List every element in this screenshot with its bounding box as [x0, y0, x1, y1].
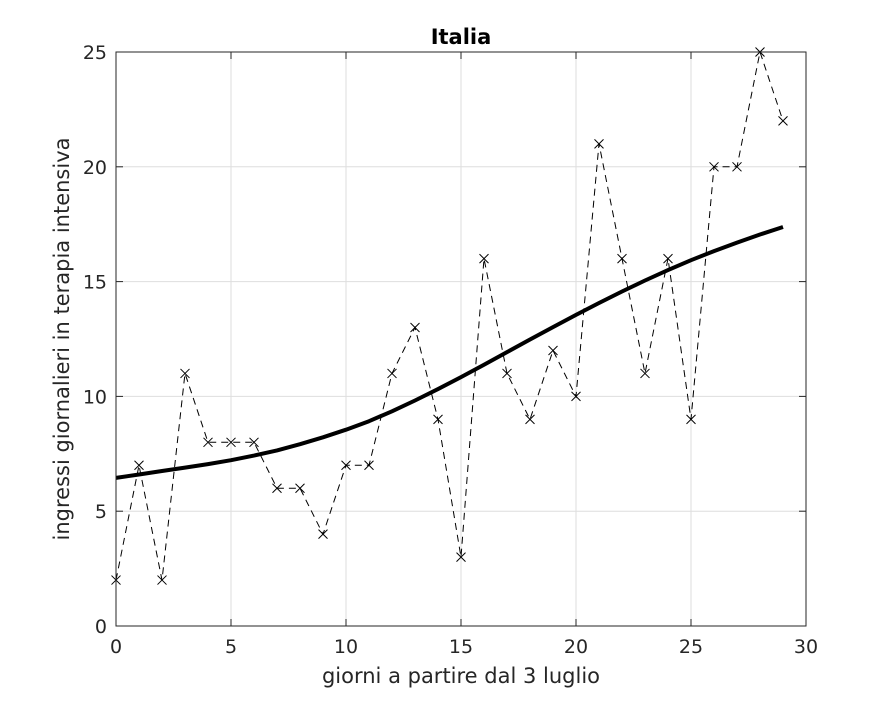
x-tick-label: 25 [679, 636, 703, 658]
x-tick-label: 30 [794, 636, 818, 658]
data-point-marker [341, 460, 351, 471]
marker-stroke [617, 253, 627, 264]
data-point-marker [410, 322, 420, 333]
x-tick-label: 0 [110, 636, 122, 658]
marker-stroke [272, 483, 282, 494]
data-point-marker [594, 138, 604, 149]
marker-stroke [663, 253, 673, 264]
data-point-marker [548, 345, 558, 356]
data-point-marker [456, 552, 466, 562]
x-tick-label: 15 [449, 636, 473, 658]
data-point-marker [663, 253, 673, 264]
data-point-marker [364, 460, 374, 471]
data-point-marker [525, 414, 535, 425]
data-point-marker [203, 437, 213, 448]
y-axis-label: ingressi giornalieri in terapia intensiv… [50, 137, 74, 540]
data-point-marker [502, 368, 512, 379]
data-point-marker [640, 368, 650, 379]
x-tick-label: 10 [334, 636, 358, 658]
marker-stroke [226, 437, 236, 448]
daily-admissions-line [115, 50, 784, 581]
data-point-marker [134, 460, 144, 471]
marker-stroke [433, 414, 443, 425]
marker-stroke [525, 414, 535, 425]
marker-stroke [249, 437, 259, 448]
data-point-marker [686, 414, 696, 425]
data-point-marker [226, 437, 236, 448]
data-point-marker [433, 414, 443, 425]
chart-title: Italia [431, 25, 492, 49]
marker-stroke [709, 161, 719, 172]
y-tick-label: 25 [83, 42, 107, 64]
data-point-marker [249, 437, 259, 448]
series-layer [111, 47, 788, 585]
marker-stroke [134, 460, 144, 471]
marker-stroke [594, 138, 604, 149]
x-tick-label: 20 [564, 636, 588, 658]
marker-stroke [548, 345, 558, 356]
data-point-marker [295, 483, 305, 494]
data-point-marker [157, 575, 167, 585]
marker-stroke [479, 253, 489, 264]
y-tick-label: 5 [95, 501, 107, 523]
marker-stroke [364, 460, 374, 471]
data-point-marker [387, 368, 397, 379]
marker-stroke [571, 391, 581, 402]
marker-stroke [180, 368, 190, 379]
marker-stroke [387, 368, 397, 379]
y-tick-label: 10 [83, 386, 107, 408]
data-point-marker [318, 529, 328, 540]
y-tick-label: 20 [83, 157, 107, 179]
data-point-marker [479, 253, 489, 264]
y-tick-label: 0 [95, 616, 107, 638]
marker-stroke [732, 161, 742, 172]
data-point-marker [709, 161, 719, 172]
marker-stroke [640, 368, 650, 379]
marker-stroke [686, 414, 696, 425]
marker-stroke [318, 529, 328, 540]
marker-stroke [157, 575, 167, 585]
marker-stroke [778, 116, 788, 126]
data-point-marker [180, 368, 190, 379]
y-tick-label: 15 [83, 272, 107, 294]
grid-lines [116, 52, 806, 626]
marker-stroke [502, 368, 512, 379]
x-axis-label: giorni a partire dal 3 luglio [322, 664, 600, 688]
x-tick-label: 5 [225, 636, 237, 658]
marker-stroke [203, 437, 213, 448]
data-point-marker [272, 483, 282, 494]
trend-fit-line [115, 225, 784, 480]
marker-stroke [410, 322, 420, 333]
data-point-marker [571, 391, 581, 402]
data-point-marker [732, 161, 742, 172]
data-point-marker [778, 116, 788, 126]
marker-stroke [341, 460, 351, 471]
marker-stroke [295, 483, 305, 494]
data-point-marker [617, 253, 627, 264]
ticks: 0 5 10 15 20 25 30 0 5 10 15 20 25 [83, 42, 818, 658]
marker-stroke [456, 552, 466, 562]
